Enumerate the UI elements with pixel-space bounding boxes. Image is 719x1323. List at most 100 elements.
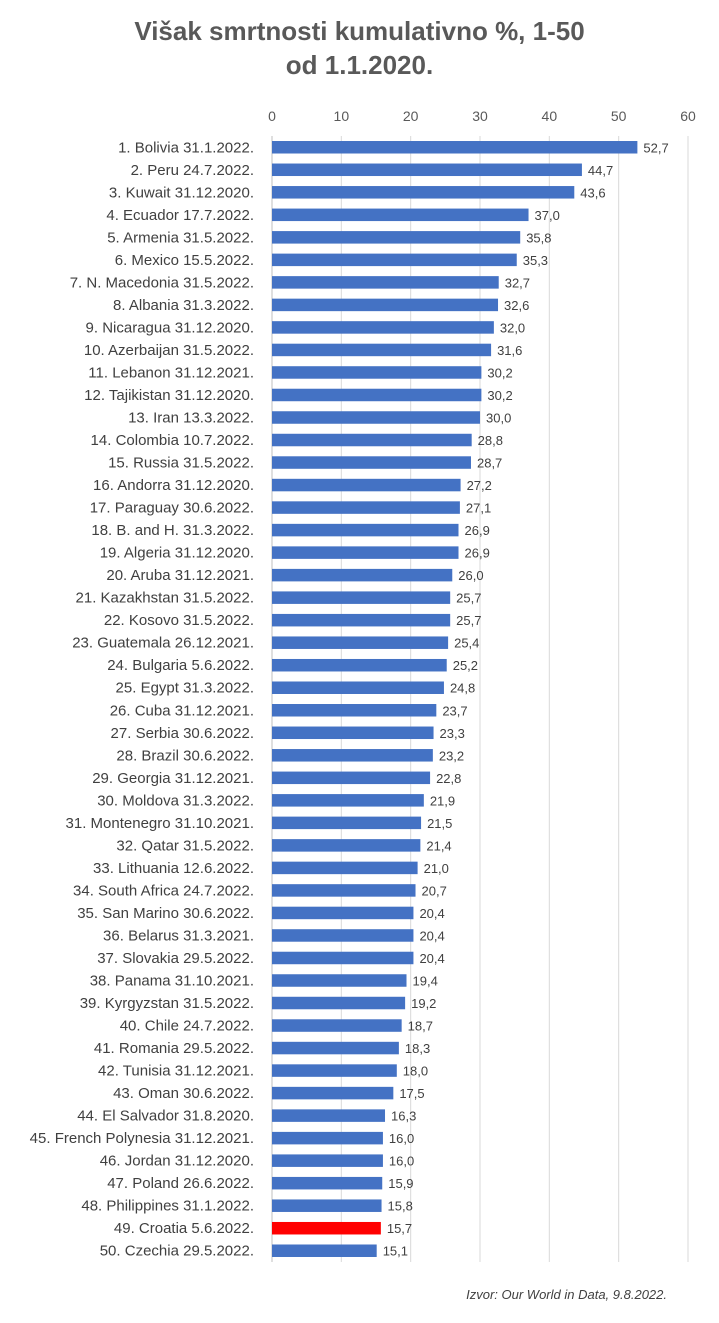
value-label: 26,9 <box>465 546 490 561</box>
x-tick-label: 20 <box>403 108 419 124</box>
value-label: 15,9 <box>388 1176 413 1191</box>
chart-title-line-1: Višak smrtnosti kumulativno %, 1-50 <box>134 16 585 46</box>
value-label: 23,2 <box>439 748 464 763</box>
bar <box>272 929 414 942</box>
bar <box>272 501 460 514</box>
value-label: 25,4 <box>454 636 479 651</box>
category-label: 25. Egypt 31.3.2022. <box>116 680 254 697</box>
value-label: 21,9 <box>430 793 455 808</box>
value-label: 27,2 <box>467 478 492 493</box>
category-label: 23. Guatemala 26.12.2021. <box>72 635 254 652</box>
category-label: 19. Algeria 31.12.2020. <box>100 545 254 562</box>
value-label: 23,7 <box>442 703 467 718</box>
x-tick-label: 40 <box>542 108 558 124</box>
bar <box>272 1109 386 1122</box>
bar <box>272 1244 377 1257</box>
bar <box>272 636 449 649</box>
category-label: 36. Belarus 31.3.2021. <box>103 927 254 944</box>
category-label: 29. Georgia 31.12.2021. <box>92 770 254 787</box>
category-label: 43. Oman 30.6.2022. <box>113 1085 254 1102</box>
bar <box>272 951 414 965</box>
bar <box>272 276 499 289</box>
bar <box>272 1019 402 1032</box>
category-label: 28. Brazil 30.6.2022. <box>116 747 254 764</box>
category-label: 16. Andorra 31.12.2020. <box>93 477 254 494</box>
category-label: 14. Colombia 10.7.2022. <box>91 432 254 449</box>
bar <box>272 1199 382 1212</box>
category-label: 18. B. and H. 31.3.2022. <box>91 522 254 539</box>
category-label: 9. Nicaragua 31.12.2020. <box>86 319 254 336</box>
value-label: 18,0 <box>403 1064 428 1079</box>
bar <box>272 253 517 267</box>
category-label: 49. Croatia 5.6.2022. <box>114 1220 254 1237</box>
bar <box>272 681 444 694</box>
bar <box>272 613 451 627</box>
value-label: 15,7 <box>387 1221 412 1236</box>
value-label: 16,0 <box>389 1154 414 1169</box>
category-label: 27. Serbia 30.6.2022. <box>111 725 254 742</box>
category-label: 15. Russia 31.5.2022. <box>108 455 254 472</box>
value-label: 35,8 <box>526 230 551 245</box>
value-label: 26,0 <box>458 568 483 583</box>
value-label: 16,3 <box>391 1109 416 1124</box>
value-label: 32,0 <box>500 320 525 335</box>
category-label: 3. Kuwait 31.12.2020. <box>109 184 254 201</box>
value-label: 18,3 <box>405 1041 430 1056</box>
category-label: 2. Peru 24.7.2022. <box>131 162 254 179</box>
category-label: 21. Kazakhstan 31.5.2022. <box>76 590 254 607</box>
value-label: 17,5 <box>399 1086 424 1101</box>
category-label: 42. Tunisia 31.12.2021. <box>98 1063 254 1080</box>
category-label: 38. Panama 31.10.2021. <box>90 973 254 990</box>
category-label: 11. Lebanon 31.12.2021. <box>88 364 254 381</box>
bar <box>272 704 437 717</box>
bar <box>272 906 414 920</box>
value-label: 25,2 <box>453 658 478 673</box>
bar <box>272 884 416 897</box>
value-label: 30,2 <box>487 388 512 403</box>
value-label: 44,7 <box>588 163 613 178</box>
value-label: 19,2 <box>411 996 436 1011</box>
value-label: 30,2 <box>487 365 512 380</box>
bar <box>272 749 433 762</box>
category-label: 35. San Marino 30.6.2022. <box>77 905 254 922</box>
value-label: 19,4 <box>413 974 438 989</box>
x-tick-label: 10 <box>334 108 350 124</box>
bar <box>272 1131 383 1145</box>
category-label: 39. Kyrgyzstan 31.5.2022. <box>80 995 254 1012</box>
bar <box>272 366 482 379</box>
bar <box>272 321 494 334</box>
bar <box>272 231 521 244</box>
value-label: 43,6 <box>580 185 605 200</box>
bar <box>272 1176 383 1190</box>
category-label: 8. Albania 31.3.2022. <box>113 297 254 314</box>
category-label: 5. Armenia 31.5.2022. <box>107 229 254 246</box>
bar <box>272 523 459 537</box>
value-label: 37,0 <box>535 208 560 223</box>
category-label: 33. Lithuania 12.6.2022. <box>93 860 254 877</box>
category-label: 37. Slovakia 29.5.2022. <box>97 950 254 967</box>
bar <box>272 1154 383 1167</box>
value-label: 23,3 <box>440 726 465 741</box>
category-label: 22. Kosovo 31.5.2022. <box>104 612 254 629</box>
bar <box>272 343 492 357</box>
category-label: 41. Romania 29.5.2022. <box>94 1040 254 1057</box>
category-label: 10. Azerbaijan 31.5.2022. <box>84 342 254 359</box>
bar <box>272 546 459 559</box>
category-label: 50. Czechia 29.5.2022. <box>100 1243 254 1260</box>
value-label: 24,8 <box>450 681 475 696</box>
bar <box>272 568 453 582</box>
category-label: 31. Montenegro 31.10.2021. <box>66 815 254 832</box>
value-label: 35,3 <box>523 253 548 268</box>
bar <box>272 1064 397 1077</box>
category-label: 47. Poland 26.6.2022. <box>107 1175 254 1192</box>
value-label: 28,8 <box>478 433 503 448</box>
bar <box>272 433 472 447</box>
category-label: 26. Cuba 31.12.2021. <box>110 702 254 719</box>
category-label: 1. Bolivia 31.1.2022. <box>118 139 254 156</box>
value-label: 28,7 <box>477 456 502 471</box>
bar <box>272 861 418 875</box>
bar <box>272 658 447 672</box>
chart-title: Višak smrtnosti kumulativno %, 1-50 od 1… <box>0 14 719 82</box>
bar <box>272 591 451 604</box>
